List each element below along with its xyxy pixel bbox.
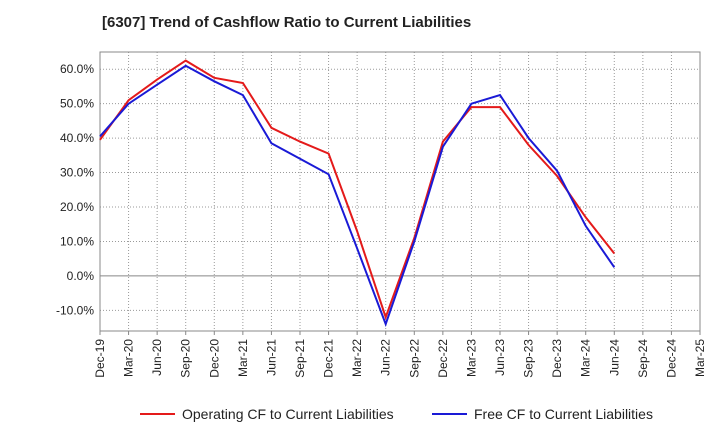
x-tick-label: Jun-24: [607, 339, 621, 376]
x-tick-label: Sep-20: [179, 339, 193, 378]
y-tick-label: 20.0%: [60, 200, 94, 214]
x-tick-label: Jun-20: [150, 339, 164, 376]
x-tick-label: Dec-24: [664, 339, 678, 378]
series-line-free-cf: [99, 64, 616, 328]
x-tick-label: Jun-23: [493, 339, 507, 376]
y-tick-label: 0.0%: [67, 269, 95, 283]
x-tick-label: Jun-21: [264, 339, 278, 376]
x-tick-label: Sep-22: [407, 339, 421, 378]
series-line-operating-cf: [99, 59, 616, 321]
x-tick-label: Mar-21: [236, 339, 250, 377]
x-tick-label: Dec-23: [550, 339, 564, 378]
legend-operating-cf-label: Operating CF to Current Liabilities: [182, 406, 394, 422]
y-tick-label: 40.0%: [60, 131, 94, 145]
x-tick-label: Dec-22: [436, 339, 450, 378]
plot-frame: [99, 51, 701, 332]
chart-title: [6307] Trend of Cashflow Ratio to Curren…: [102, 14, 472, 31]
x-tick-label: Mar-20: [122, 339, 136, 377]
x-tick-label: Sep-24: [636, 339, 650, 378]
legend-free-cf-label: Free CF to Current Liabilities: [474, 406, 653, 422]
y-tick-label: 10.0%: [60, 234, 94, 248]
x-tick-label: Jun-22: [379, 339, 393, 376]
y-tick-label: 50.0%: [60, 97, 94, 111]
y-tick-label: 30.0%: [60, 166, 94, 180]
x-tick-label: Mar-22: [350, 339, 364, 377]
x-tick-label: Mar-23: [464, 339, 478, 377]
y-tick-label: 60.0%: [60, 62, 94, 76]
x-tick-label: Dec-19: [93, 339, 107, 378]
x-tick-label: Mar-24: [579, 339, 593, 377]
x-tick-label: Sep-21: [293, 339, 307, 378]
x-tick-label: Mar-25: [693, 339, 707, 377]
x-tick-label: Dec-20: [207, 339, 221, 378]
x-tick-label: Sep-23: [522, 339, 536, 378]
y-tick-label: -10.0%: [56, 303, 94, 317]
x-tick-label: Dec-21: [322, 339, 336, 378]
